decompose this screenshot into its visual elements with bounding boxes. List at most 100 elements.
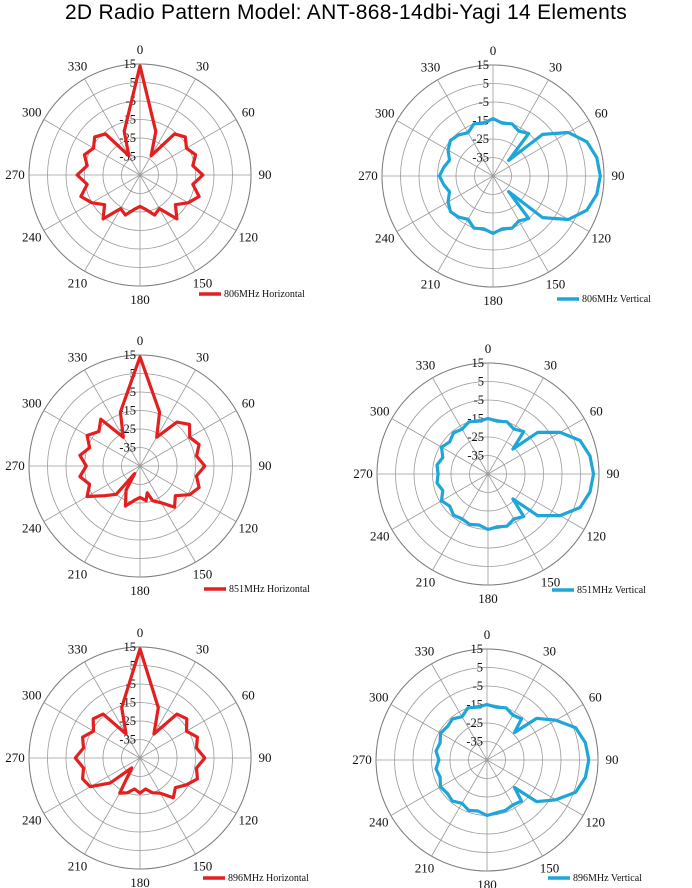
angle-tick-label: 90 [259, 750, 272, 765]
page-title: 2D Radio Pattern Model: ANT-868-14dbi-Ya… [64, 1, 628, 24]
series-point [127, 154, 130, 157]
angle-tick-label: 210 [68, 275, 88, 290]
series-point [467, 809, 470, 812]
grid-spoke [84, 174, 141, 272]
series-point [496, 420, 499, 423]
radial-tick-label: 5 [477, 661, 483, 675]
series-point [520, 718, 523, 720]
series-point [512, 804, 514, 806]
series-point [86, 495, 88, 498]
series-point [198, 195, 201, 198]
series-point [518, 220, 520, 222]
angle-tick-label: 0 [490, 43, 497, 58]
legend-label: 806MHz Horizontal [224, 289, 305, 300]
series-point [468, 420, 470, 423]
series-point [74, 757, 77, 759]
legend-label: 851MHz Vertical [577, 585, 646, 596]
radial-tick-label: -35 [472, 151, 489, 165]
series-point [467, 218, 469, 221]
angle-tick-label: 150 [540, 860, 560, 875]
radial-tick-label: -5 [479, 95, 489, 109]
series-point [81, 736, 84, 738]
series-point [196, 736, 199, 738]
grid-spoke [487, 473, 585, 530]
angle-tick-label: 210 [415, 860, 435, 875]
series-point [144, 788, 147, 790]
angle-tick-label: 210 [68, 566, 88, 581]
series-point [495, 706, 498, 709]
series-point [559, 514, 561, 517]
series-point [145, 499, 148, 502]
legend-label: 806MHz Vertical [582, 294, 651, 305]
series-point [513, 518, 515, 520]
series-point [584, 776, 587, 779]
series-point [188, 436, 191, 439]
series-point [567, 218, 570, 221]
grid-spoke [391, 473, 489, 530]
legend-label: 896MHz Horizontal [228, 873, 309, 884]
series-point [559, 431, 561, 434]
series-point [103, 494, 106, 497]
angle-tick-label: 30 [549, 60, 562, 75]
series-point [439, 732, 442, 735]
series-point [104, 133, 107, 135]
series-point [191, 164, 194, 167]
series-point [512, 448, 514, 450]
series-point [155, 436, 158, 439]
angle-tick-label: 300 [22, 105, 42, 120]
series-point [198, 443, 201, 446]
grid-spoke [84, 369, 141, 467]
angle-tick-label: 180 [130, 875, 150, 888]
series-point [579, 506, 581, 509]
angle-tick-label: 30 [544, 358, 557, 373]
grid-spoke [139, 369, 196, 467]
legend-label: 851MHz Horizontal [229, 584, 310, 595]
series-point [435, 768, 437, 770]
series-point [109, 782, 112, 784]
series-point [188, 493, 191, 496]
grid-spoke [431, 663, 488, 761]
grid-spoke [486, 663, 543, 761]
series-point [174, 494, 177, 497]
series-point [436, 482, 438, 484]
series-point [157, 706, 160, 709]
grid-spoke [437, 175, 494, 273]
series-point [487, 528, 489, 531]
angle-tick-label: 150 [546, 276, 566, 291]
radial-tick-label: -5 [126, 385, 136, 399]
series-point [579, 439, 581, 442]
angle-tick-label: 150 [193, 858, 213, 873]
series-point [88, 446, 91, 449]
series-point [185, 147, 188, 150]
series-point [441, 489, 444, 492]
angle-tick-label: 180 [130, 292, 150, 307]
series-point [196, 778, 199, 780]
series-point [176, 713, 178, 715]
grid-spoke [487, 418, 585, 475]
series-point [449, 139, 452, 142]
series-point [172, 796, 175, 799]
series-point [505, 706, 507, 709]
series-point [195, 767, 198, 769]
grid-spoke [139, 174, 196, 272]
grid-spoke [139, 78, 196, 176]
series-point [133, 499, 135, 502]
grid-spoke [492, 120, 590, 177]
series-point [125, 733, 127, 735]
series-point [133, 788, 136, 790]
series-point [83, 153, 86, 156]
series-point [555, 798, 557, 801]
angle-tick-label: 30 [196, 350, 209, 365]
series-point [448, 505, 451, 507]
series-point [438, 175, 441, 177]
series-point [482, 122, 485, 125]
angle-tick-label: 210 [68, 858, 88, 873]
series-point [501, 227, 504, 230]
radial-tick-label: -35 [467, 449, 484, 463]
series-point [98, 430, 100, 433]
radial-tick-label: -15 [467, 412, 484, 426]
radial-tick-label: 15 [477, 58, 490, 72]
series-point [439, 785, 442, 788]
